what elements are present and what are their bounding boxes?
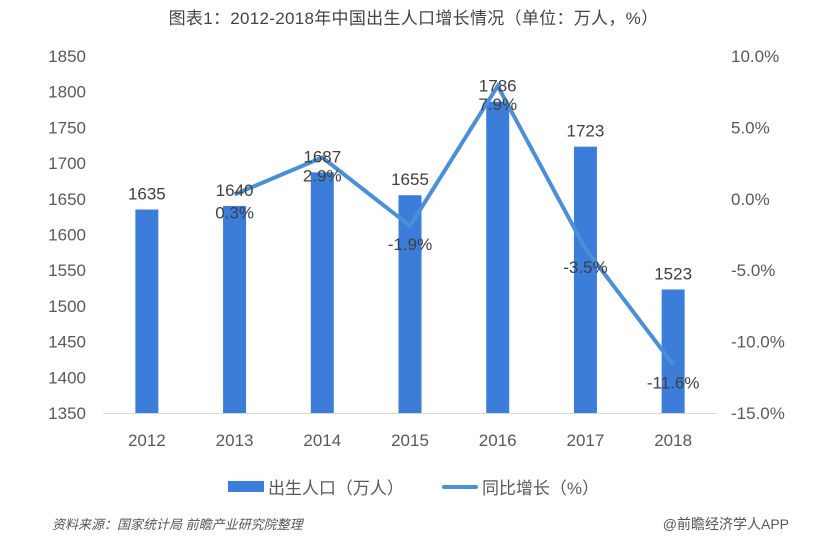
right-axis-tick: 10.0% bbox=[731, 47, 779, 66]
bar-value-label: 1723 bbox=[567, 122, 605, 141]
right-axis-tick: 5.0% bbox=[731, 118, 770, 137]
x-axis-tick: 2015 bbox=[391, 431, 429, 450]
bar-2018 bbox=[661, 289, 685, 413]
left-axis-tick: 1850 bbox=[48, 47, 86, 66]
left-axis-tick: 1500 bbox=[48, 297, 86, 316]
bar-value-label: 1655 bbox=[391, 170, 429, 189]
growth-value-label: -3.5% bbox=[563, 258, 607, 277]
growth-value-label: 0.3% bbox=[215, 204, 254, 223]
right-axis-tick: -10.0% bbox=[731, 333, 785, 352]
bar-2012 bbox=[135, 209, 159, 413]
line-swatch-icon bbox=[441, 484, 478, 489]
x-axis-tick: 2017 bbox=[567, 431, 605, 450]
x-axis-tick: 2014 bbox=[303, 431, 341, 450]
right-axis-tick: -15.0% bbox=[731, 404, 785, 423]
right-axis-tick: 0.0% bbox=[731, 190, 770, 209]
bar-value-label: 1635 bbox=[128, 185, 166, 204]
left-axis-tick: 1800 bbox=[48, 83, 86, 102]
bar-value-label: 1786 bbox=[479, 77, 517, 96]
bar-swatch-icon bbox=[227, 481, 264, 492]
x-axis-tick: 2013 bbox=[216, 431, 254, 450]
right-axis-tick: -5.0% bbox=[731, 261, 775, 280]
bar-2014 bbox=[310, 172, 334, 413]
growth-value-label: 7.9% bbox=[478, 95, 517, 114]
bar-2016 bbox=[486, 101, 510, 414]
left-axis-tick: 1400 bbox=[48, 368, 86, 387]
bar-value-label: 1523 bbox=[654, 264, 692, 283]
bar-2017 bbox=[573, 146, 597, 414]
left-axis-tick: 1600 bbox=[48, 226, 86, 245]
growth-value-label: -11.6% bbox=[647, 373, 700, 392]
bar-value-label: 1687 bbox=[303, 147, 341, 166]
bar-value-label: 1640 bbox=[216, 181, 254, 200]
legend-label-growth: 同比增长（%） bbox=[481, 479, 600, 498]
growth-value-label: 2.9% bbox=[303, 166, 342, 185]
bar-2015 bbox=[398, 195, 422, 413]
x-axis-tick: 2012 bbox=[128, 431, 166, 450]
credit-watermark: @前瞻经济学人APP bbox=[662, 516, 789, 532]
legend-label-births: 出生人口（万人） bbox=[267, 479, 404, 498]
chart-legend: 出生人口（万人） 同比增长（%） bbox=[0, 474, 827, 499]
growth-value-label: -1.9% bbox=[388, 235, 432, 254]
left-axis-tick: 1650 bbox=[48, 190, 86, 209]
left-axis-tick: 1550 bbox=[48, 261, 86, 280]
left-axis-tick: 1700 bbox=[48, 154, 86, 173]
growth-line bbox=[233, 82, 675, 366]
left-axis-tick: 1750 bbox=[48, 118, 86, 137]
legend-item-growth: 同比增长（%） bbox=[441, 474, 600, 499]
chart-title: 图表1：2012-2018年中国出生人口增长情况（单位：万人，%） bbox=[168, 9, 659, 28]
data-source-note: 资料来源：国家统计局 前瞻产业研究院整理 bbox=[52, 517, 303, 532]
left-axis-tick: 1350 bbox=[48, 404, 86, 423]
legend-item-births: 出生人口（万人） bbox=[227, 474, 404, 499]
x-axis-tick: 2016 bbox=[479, 431, 517, 450]
x-axis-tick: 2018 bbox=[654, 431, 692, 450]
bar-2013 bbox=[223, 205, 247, 413]
left-axis-tick: 1450 bbox=[48, 333, 86, 352]
